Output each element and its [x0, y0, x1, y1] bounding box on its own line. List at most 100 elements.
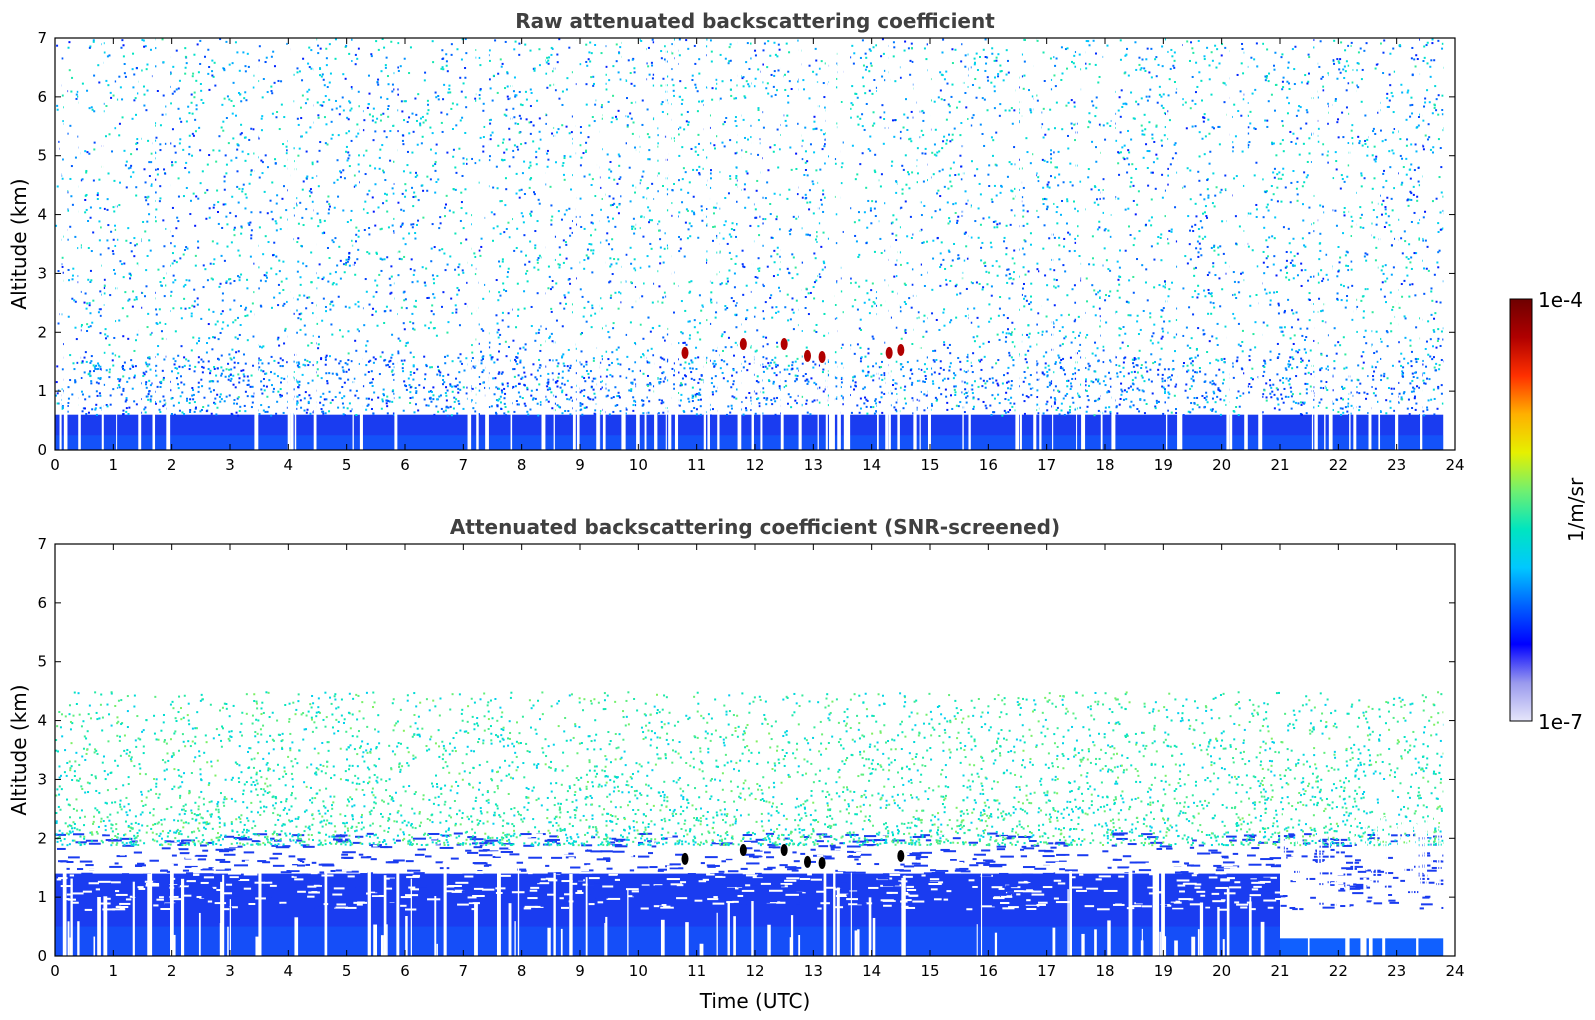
noise-pixel: [228, 394, 231, 397]
noise-pixel: [1366, 138, 1369, 141]
noise-pixel: [997, 314, 1000, 317]
noise-pixel: [970, 364, 973, 367]
noise-pixel: [1373, 370, 1376, 373]
noise-pixel: [777, 286, 780, 289]
noise-pixel: [129, 367, 132, 370]
noise-pixel: [997, 359, 1000, 362]
noise-pixel: [417, 93, 420, 96]
noise-pixel: [736, 151, 739, 154]
noise-pixel: [746, 369, 749, 372]
noise-pixel: [814, 127, 817, 130]
noise-pixel: [1048, 384, 1051, 387]
noise-pixel: [744, 136, 747, 139]
noise-pixel: [835, 242, 838, 245]
noise-pixel: [535, 378, 538, 381]
noise-pixel: [771, 306, 774, 309]
noise-pixel: [558, 266, 561, 269]
noise-pixel: [57, 270, 60, 273]
noise-pixel: [728, 269, 731, 272]
noise-pixel: [853, 352, 856, 355]
noise-pixel: [387, 363, 390, 366]
noise-pixel: [951, 62, 954, 65]
noise-pixel: [225, 395, 228, 398]
noise-pixel: [1048, 368, 1051, 371]
noise-pixel: [705, 224, 708, 227]
noise-pixel: [97, 367, 100, 370]
noise-pixel: [211, 59, 214, 62]
noise-pixel: [724, 346, 727, 349]
noise-pixel: [700, 309, 703, 312]
noise-pixel: [1411, 407, 1414, 410]
noise-pixel: [446, 414, 449, 417]
noise-pixel: [1248, 391, 1251, 394]
noise-pixel: [918, 368, 921, 371]
noise-pixel: [1088, 112, 1091, 115]
noise-pixel: [324, 363, 327, 366]
noise-pixel: [415, 171, 418, 174]
noise-pixel: [382, 169, 385, 172]
noise-pixel: [1098, 123, 1101, 126]
noise-pixel: [251, 401, 254, 404]
noise-pixel: [214, 397, 217, 400]
noise-pixel: [966, 382, 969, 385]
noise-pixel: [994, 220, 997, 223]
noise-pixel: [1424, 382, 1427, 385]
noise-pixel: [880, 373, 883, 376]
noise-pixel: [194, 118, 197, 121]
noise-pixel: [693, 213, 696, 216]
noise-pixel: [144, 383, 147, 386]
noise-pixel: [1423, 105, 1426, 108]
noise-pixel: [1292, 277, 1295, 280]
noise-pixel: [74, 379, 77, 382]
noise-pixel: [975, 96, 978, 99]
noise-pixel: [447, 373, 450, 376]
noise-pixel: [773, 372, 776, 375]
noise-pixel: [648, 149, 651, 152]
noise-pixel: [1050, 396, 1053, 399]
noise-pixel: [356, 328, 359, 331]
noise-pixel: [212, 380, 215, 383]
noise-pixel: [1054, 361, 1057, 364]
noise-pixel: [1164, 38, 1167, 41]
noise-pixel: [716, 135, 719, 138]
noise-pixel: [1279, 379, 1282, 382]
noise-pixel: [1414, 65, 1417, 68]
noise-pixel: [1345, 89, 1348, 92]
noise-pixel: [516, 363, 519, 366]
noise-pixel: [649, 330, 652, 333]
noise-pixel: [145, 199, 148, 202]
noise-pixel: [1050, 382, 1053, 385]
noise-pixel: [921, 109, 924, 112]
noise-pixel: [1440, 191, 1443, 194]
noise-pixel: [881, 75, 884, 78]
noise-pixel: [902, 126, 905, 129]
noise-pixel: [1412, 193, 1415, 196]
noise-pixel: [1124, 54, 1127, 57]
noise-pixel: [1291, 48, 1294, 51]
noise-pixel: [125, 399, 128, 402]
noise-pixel: [592, 398, 595, 401]
noise-pixel: [173, 90, 176, 93]
noise-pixel: [506, 85, 509, 88]
noise-pixel: [610, 294, 613, 297]
noise-pixel: [1127, 207, 1130, 210]
noise-pixel: [905, 183, 908, 186]
noise-pixel: [938, 170, 941, 173]
noise-pixel: [709, 169, 712, 172]
noise-pixel: [1429, 65, 1432, 68]
noise-pixel: [864, 68, 867, 71]
noise-pixel: [1136, 408, 1139, 411]
noise-pixel: [1231, 150, 1234, 153]
noise-pixel: [1265, 190, 1268, 193]
noise-pixel: [1205, 215, 1208, 218]
noise-pixel: [646, 361, 649, 364]
noise-pixel: [1007, 411, 1010, 414]
noise-pixel: [942, 140, 945, 143]
noise-pixel: [1254, 127, 1257, 130]
noise-pixel: [772, 275, 775, 278]
noise-pixel: [67, 386, 70, 389]
noise-pixel: [292, 360, 295, 363]
noise-pixel: [590, 76, 593, 79]
noise-pixel: [1407, 398, 1410, 401]
noise-pixel: [580, 408, 583, 411]
